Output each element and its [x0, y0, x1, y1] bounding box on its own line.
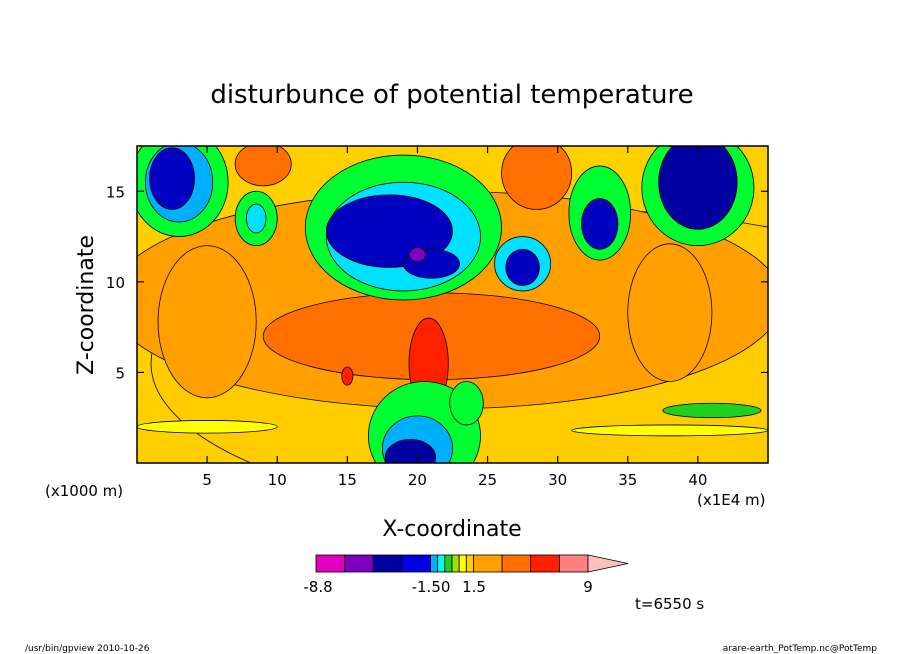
plot-frame — [136, 145, 769, 464]
x-tick-label-15: 15 — [338, 471, 357, 489]
contour-region-3 — [157, 245, 257, 399]
heatmap-field — [137, 146, 768, 463]
footer-program: /usr/bin/gpview 2010-10-26 — [25, 644, 150, 654]
contour-region-23 — [234, 146, 292, 187]
contour-region-16 — [408, 247, 427, 263]
y-tick-label-5: 5 — [115, 364, 125, 382]
colorbar-swatch-13 — [558, 554, 589, 573]
footer-source: arare-earth_PotTemp.nc@PotTemp — [723, 644, 878, 654]
x-axis-unit: (x1E4 m) — [697, 491, 766, 509]
colorbar-swatch-0 — [315, 554, 346, 573]
colorbar-swatch-11 — [501, 554, 532, 573]
x-axis-label: X-coordinate — [382, 517, 521, 542]
chart-title: disturbunce of potential temperature — [210, 80, 693, 110]
colorbar-swatch-8 — [458, 554, 467, 573]
colorbar-label-max: 9 — [583, 578, 593, 596]
colorbar-swatch-4 — [430, 554, 439, 573]
colorbar-swatch-12 — [530, 554, 560, 573]
contour-region-9 — [149, 147, 195, 210]
contour-region-11 — [658, 146, 738, 230]
colorbar-swatch-5 — [437, 554, 446, 573]
x-tick-label-30: 30 — [548, 471, 567, 489]
contour-region-6 — [341, 366, 354, 386]
contour-region-31 — [571, 424, 768, 437]
x-tick-label-25: 25 — [478, 471, 497, 489]
colorbar-swatch-3 — [401, 554, 431, 573]
axis-ticks: 5 10 15 20 25 30 35 40 5 10 15 — [106, 146, 768, 489]
y-axis-unit: (x1000 m) — [45, 482, 123, 500]
x-tick-label-10: 10 — [268, 471, 287, 489]
colorbar-swatch-2 — [372, 554, 403, 573]
x-tick-label-5: 5 — [202, 471, 212, 489]
colorbar — [315, 554, 629, 573]
colorbar-extend-arrow — [587, 554, 629, 573]
colorbar-label-min: -8.8 — [303, 578, 332, 596]
contour-region-28 — [449, 381, 484, 426]
contour-region-24 — [501, 146, 573, 210]
x-tick-label-20: 20 — [408, 471, 427, 489]
colorbar-label-neg: -1.50 — [412, 578, 451, 596]
contour-region-22 — [245, 203, 267, 234]
contour-region-4 — [627, 243, 713, 382]
x-tick-label-40: 40 — [688, 471, 707, 489]
colorbar-swatch-7 — [451, 554, 460, 573]
contour-region-18 — [505, 248, 540, 286]
contour-region-29 — [662, 402, 762, 419]
y-tick-label-15: 15 — [106, 183, 125, 201]
y-tick-label-10: 10 — [106, 274, 125, 292]
time-label: t=6550 s — [635, 595, 704, 613]
colorbar-swatch-1 — [344, 554, 374, 573]
contour-region-27 — [384, 439, 437, 463]
plot-area: 5 10 15 20 25 30 35 40 5 10 15 — [106, 145, 769, 489]
colorbar-swatch-6 — [444, 554, 453, 573]
colorbar-label-pos: 1.5 — [462, 578, 486, 596]
colorbar-swatch-10 — [473, 554, 503, 573]
contour-region-30 — [137, 420, 278, 434]
y-axis-label: Z-coordinate — [74, 235, 99, 375]
x-tick-label-35: 35 — [618, 471, 637, 489]
colorbar-swatch-9 — [465, 554, 474, 573]
contour-region-20 — [581, 198, 619, 250]
